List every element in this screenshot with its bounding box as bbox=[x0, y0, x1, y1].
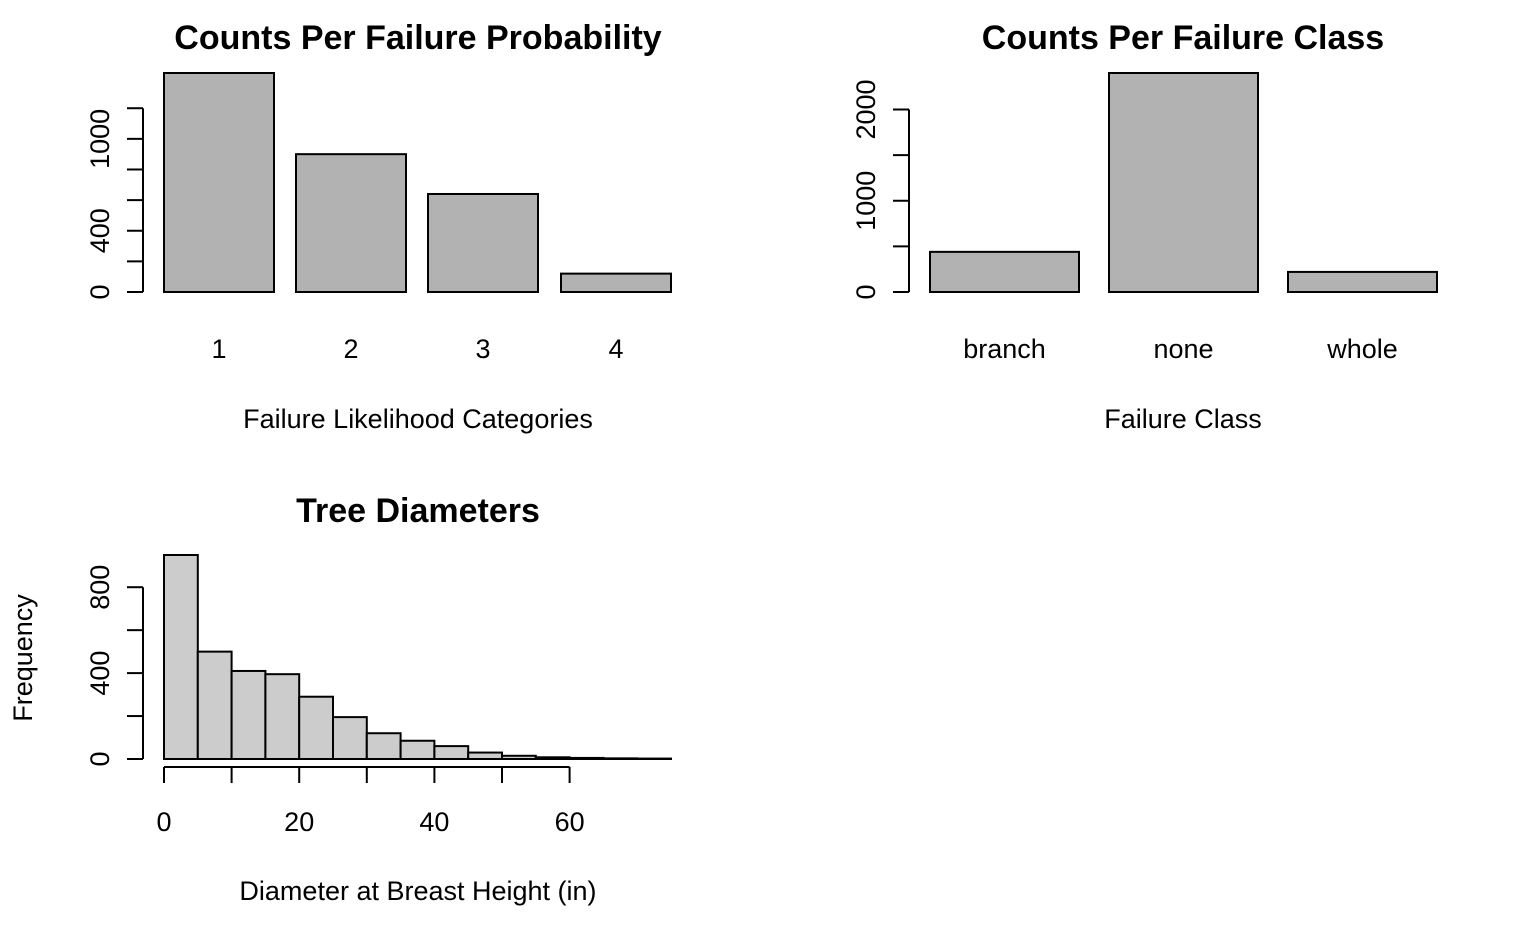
x-tick-labels: 1 2 3 4 bbox=[211, 334, 623, 364]
bars bbox=[164, 73, 671, 292]
x-tick-label: 0 bbox=[156, 807, 171, 837]
bars bbox=[930, 73, 1437, 292]
x-axis: 0 20 40 60 bbox=[156, 767, 584, 837]
y-tick-label: 400 bbox=[85, 208, 115, 253]
histogram-bar bbox=[333, 717, 367, 759]
histogram-bar bbox=[536, 757, 570, 759]
histogram-bars bbox=[164, 555, 671, 759]
chart-title: Counts Per Failure Class bbox=[982, 19, 1384, 57]
chart-title: Counts Per Failure Probability bbox=[174, 19, 662, 57]
panel-tree-diameters: Tree Diameters 0 400 800 0 20 40 60 Diameter … bbox=[8, 492, 671, 906]
bar bbox=[1109, 73, 1258, 292]
y-tick-label: 0 bbox=[85, 284, 115, 299]
histogram-bar bbox=[570, 758, 604, 759]
histogram-bar bbox=[198, 652, 232, 759]
x-tick-labels: branch none whole bbox=[963, 334, 1398, 364]
panel-failure-probability: Counts Per Failure Probability 04001000 … bbox=[85, 19, 671, 434]
bar bbox=[164, 73, 274, 292]
histogram-bar bbox=[603, 758, 637, 759]
y-tick-label: 800 bbox=[85, 565, 115, 610]
bar bbox=[561, 274, 671, 292]
y-axis: 0 1000 2000 bbox=[851, 79, 909, 299]
histogram-bar bbox=[434, 746, 468, 759]
bar bbox=[296, 154, 406, 292]
y-tick-label: 1000 bbox=[85, 109, 115, 169]
histogram-bar bbox=[299, 697, 333, 759]
chart-title: Tree Diameters bbox=[296, 492, 540, 530]
histogram-bar bbox=[367, 733, 401, 759]
x-tick-label: 20 bbox=[284, 807, 314, 837]
x-axis-label: Failure Class bbox=[1104, 404, 1262, 434]
histogram-bar bbox=[265, 674, 299, 759]
y-tick-label: 0 bbox=[85, 751, 115, 766]
x-axis-label: Diameter at Breast Height (in) bbox=[239, 876, 596, 906]
bar bbox=[930, 252, 1079, 292]
histogram-bar bbox=[232, 671, 266, 759]
x-tick-label: 40 bbox=[419, 807, 449, 837]
y-tick-label: 400 bbox=[85, 651, 115, 696]
histogram-bar bbox=[401, 741, 435, 759]
x-tick-label: branch bbox=[963, 334, 1046, 364]
x-tick-label: 4 bbox=[608, 334, 623, 364]
bar bbox=[428, 194, 538, 292]
y-tick-label: 1000 bbox=[851, 171, 881, 231]
y-tick-label: 0 bbox=[851, 284, 881, 299]
x-tick-label: none bbox=[1153, 334, 1213, 364]
y-axis-label: Frequency bbox=[8, 594, 38, 722]
bar bbox=[1288, 272, 1437, 292]
histogram-bar bbox=[164, 555, 198, 759]
x-tick-label: 2 bbox=[343, 334, 358, 364]
x-tick-label: whole bbox=[1326, 334, 1398, 364]
histogram-bar bbox=[502, 756, 536, 759]
y-axis: 0 400 1000 bbox=[85, 108, 143, 299]
y-tick-label: 2000 bbox=[851, 79, 881, 139]
x-axis-label: Failure Likelihood Categories bbox=[243, 404, 593, 434]
histogram-bar bbox=[468, 753, 502, 759]
x-tick-label: 1 bbox=[211, 334, 226, 364]
x-tick-label: 60 bbox=[555, 807, 585, 837]
panel-failure-class: Counts Per Failure Class 0 1000 2000 branc… bbox=[851, 19, 1437, 434]
x-tick-label: 3 bbox=[475, 334, 490, 364]
y-axis: 0 400 800 bbox=[85, 565, 143, 767]
